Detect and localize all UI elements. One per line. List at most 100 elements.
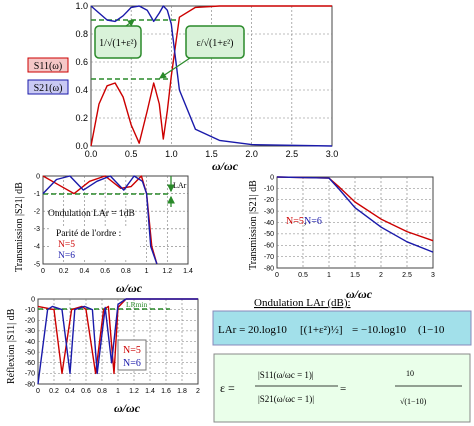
x-tick-label: 1.4: [183, 268, 193, 275]
y-tick-label: -4: [34, 244, 40, 251]
x-tick-label: 0.4: [80, 268, 90, 275]
eps-den: |S21(ω/ωc = 1)|: [258, 394, 314, 404]
y-tick-label: -3: [34, 226, 40, 233]
x-tick-label: 3.0: [326, 149, 339, 159]
y-tick-label: 1.0: [75, 1, 88, 11]
x-tick-label: 1.2: [162, 268, 172, 275]
x-tick-label: 2.5: [402, 272, 412, 279]
x-tick-label: 1.0: [165, 149, 178, 159]
lar-mid: = −10.log10: [352, 324, 406, 336]
x-tick-label: 0.5: [125, 149, 138, 159]
lar-marker-label: LAr: [173, 181, 187, 190]
eps-lhs: ε =: [220, 381, 235, 395]
mid-right-ylabel: Transmission |S21| dB: [248, 180, 259, 270]
ripple-title: Ondulation LAr (dB):: [254, 297, 351, 309]
series-line-n6: [42, 175, 158, 265]
y-tick-label: -5: [34, 261, 40, 268]
legend-s21: S21(ω): [27, 79, 69, 95]
y-tick-label: -60: [25, 360, 35, 367]
lar-tail: (1−10: [418, 324, 445, 336]
mid-right-ticks: 0 0.5 1 1.5 2 2.5 3 0 -10 -20 -30 -40 -50 -60 -70 -80: [264, 174, 435, 279]
annotation-eps-sqrt: ε/√(1+ε²): [159, 25, 245, 79]
lar-lhs: LAr = 20.log10: [218, 324, 287, 336]
x-tick-label: 0.8: [97, 388, 107, 395]
x-tick-label: 0: [275, 272, 279, 279]
mid-right-n5: N=5,: [286, 216, 306, 227]
y-tick-label: -80: [25, 381, 35, 388]
top-chart: 0.0 0.5 1.0 1.5 2.0 2.5 3.00.00.20.40.60.81.0 …: [27, 1, 339, 173]
y-tick-label: -60: [264, 243, 274, 250]
mid-right-series: [276, 176, 434, 253]
x-tick-label: 2.5: [286, 149, 299, 159]
x-tick-label: 3: [431, 272, 435, 279]
lar-formula-box: LAr = 20.log10 [(1+ε²)½] = −10.log10 (1−…: [212, 310, 472, 346]
y-tick-label: -50: [25, 349, 35, 356]
eps-formula-box: ε = |S11(ω/ωc = 1)| |S21(ω/ωc = 1)| = 10…: [213, 353, 471, 423]
y-tick-label: -10: [264, 186, 274, 193]
x-tick-label: 1.8: [177, 388, 187, 395]
x-tick-label: 0.8: [121, 268, 131, 275]
y-tick-label: 0.0: [75, 141, 88, 151]
parity-note: Parité de l'ordre :: [56, 229, 121, 239]
legend-s21-label: S21(ω): [34, 83, 63, 94]
y-tick-label: 0: [36, 173, 40, 180]
y-tick-label: 0: [270, 174, 274, 181]
y-tick-label: -1: [34, 191, 40, 198]
eps-right-den: √(1−10): [400, 397, 427, 406]
x-tick-label: 1.4: [145, 388, 155, 395]
annotation-inv-sqrt: 1/√(1+ε²): [94, 19, 142, 59]
x-tick-label: 0.5: [298, 272, 308, 279]
y-tick-label: -2: [34, 209, 40, 216]
mid-right-chart: 0 0.5 1 1.5 2 2.5 3 0 -10 -20 -30 -40 -50 -60 -70 -80 N…: [248, 174, 435, 301]
x-tick-label: 0.2: [49, 388, 59, 395]
x-tick-label: 0.4: [65, 388, 75, 395]
lrmin-label: LRmin: [126, 300, 148, 309]
x-tick-label: 1.5: [350, 272, 360, 279]
y-tick-label: 0.2: [75, 113, 88, 123]
y-tick-label: -70: [264, 254, 274, 261]
x-tick-label: 0.6: [100, 268, 110, 275]
mid-left-xlabel: ω/ωc: [116, 281, 143, 295]
x-tick-label: 0: [36, 388, 40, 395]
bottom-left-ticks: 0 0.2 0.4 0.6 0.8 1 1.2 1.4 1.6 1.8 2 0 -10 -20 -30 -40…: [25, 296, 200, 395]
y-tick-label: -40: [25, 339, 35, 346]
annotation-eps-sqrt-text: ε/√(1+ε²): [197, 38, 234, 49]
eps-equals: =: [340, 383, 346, 395]
formula-panel: Ondulation LAr (dB): LAr = 20.log10 [(1+…: [212, 297, 472, 423]
legend-s11: S11(ω): [27, 57, 69, 73]
y-tick-label: 0.4: [75, 85, 88, 95]
parity-n6: N=6: [58, 251, 75, 261]
eps-right-num: 10: [406, 369, 414, 378]
x-tick-label: 1.2: [129, 388, 139, 395]
bottom-left-series: [37, 298, 198, 385]
ripple-note: Ondulation LAr = 1dB: [48, 209, 135, 219]
y-tick-label: -10: [25, 307, 35, 314]
mid-left-ylabel: Transmission |S21| dB: [14, 182, 25, 272]
x-tick-label: 2: [196, 388, 200, 395]
x-tick-label: 1.6: [161, 388, 171, 395]
x-tick-label: 0.2: [59, 268, 69, 275]
lar-bracket: [(1+ε²)½]: [300, 324, 343, 336]
y-tick-label: -40: [264, 220, 274, 227]
y-tick-label: -30: [25, 328, 35, 335]
series-line-s21: [90, 5, 333, 147]
y-tick-label: -50: [264, 231, 274, 238]
bottom-n6: N=6: [123, 358, 141, 369]
series-line-s11: [90, 5, 332, 147]
x-tick-label: 2: [379, 272, 383, 279]
y-tick-label: 0: [31, 296, 35, 303]
x-tick-label: 1: [116, 388, 120, 395]
parity-note-box: Parité de l'ordre : N=5 N=6: [50, 226, 140, 261]
top-xlabel: ω/ωc: [212, 159, 239, 173]
parity-n5: N=5: [58, 240, 75, 250]
mid-left-series: [42, 175, 158, 265]
mid-left-ticks: 0 0.2 0.4 0.6 0.8 1 1.2 1.4 0 -1 -2 -3 -4 -5: [34, 173, 193, 275]
x-tick-label: 0.0: [85, 149, 98, 159]
x-tick-label: 1.5: [205, 149, 218, 159]
bottom-legend-box: N=5 N=6: [117, 339, 147, 371]
mid-right-n5-text: N=5: [286, 216, 304, 227]
x-tick-label: 1: [327, 272, 331, 279]
mid-right-n6: N=6: [304, 216, 322, 227]
x-tick-label: 2.0: [245, 149, 258, 159]
